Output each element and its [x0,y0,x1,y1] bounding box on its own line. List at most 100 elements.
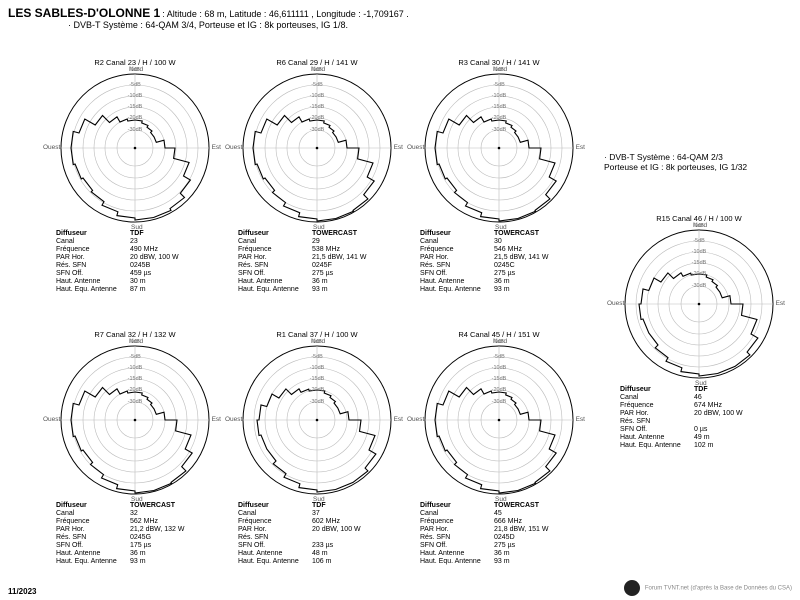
right-header-l1: · DVB-T Système : 64-QAM 2/3 [604,152,747,162]
info-key: Haut. Equ. Antenne [56,286,130,294]
dir-west: Ouest [225,416,242,423]
info-key: Rés. SFN [620,418,694,426]
info-row: Rés. SFN 0245G [56,534,220,542]
db-ring-label: -30dB [689,283,709,289]
db-ring-label: -5dB [307,354,327,360]
info-key: Fréquence [420,518,494,526]
info-val: 49 m [694,434,710,442]
info-row: PAR Hor. 21,5 dBW, 141 W [420,254,584,262]
info-key: Haut. Antenne [420,278,494,286]
info-key: Rés. SFN [238,534,312,542]
main-subinfo: : Altitude : 68 m, Latitude : 46,611111 … [162,9,409,19]
info-key: Haut. Equ. Antenne [238,286,312,294]
system-line: · DVB-T Système : 64-QAM 3/4, Porteuse e… [68,20,792,30]
info-row: SFN Off. 275 µs [420,542,584,550]
polar-wrap: Nord Est Sud Ouest -5dB-10dB-15dB-20dB-3… [619,224,779,384]
info-key: Diffuseur [238,230,312,238]
db-ring-label: -5dB [125,354,145,360]
polar-chart [237,340,397,500]
info-val: 674 MHz [694,402,722,410]
info-row: Canal 46 [620,394,784,402]
info-row: Fréquence 562 MHz [56,518,220,526]
info-key: SFN Off. [56,270,130,278]
info-row: Haut. Equ. Antenne 93 m [420,286,584,294]
info-row: Canal 32 [56,510,220,518]
info-val: 0245G [130,534,151,542]
info-row: Diffuseur TOWERCAST [420,230,584,238]
info-key: Fréquence [56,246,130,254]
db-ring-label: -30dB [307,127,327,133]
info-key: Haut. Antenne [238,550,312,558]
info-val: 275 µs [494,542,515,550]
credit-line: Forum TVNT.net (d'après la Base de Donné… [624,580,792,596]
info-key: Rés. SFN [238,262,312,270]
info-val: TDF [694,386,708,394]
polar-wrap: Nord Est Sud Ouest -5dB-10dB-15dB-20dB-3… [55,340,215,500]
info-val: 48 m [312,550,328,558]
antenna-panel: R1 Canal 37 / H / 100 W Nord Est Sud Oue… [232,330,402,566]
info-key: Haut. Antenne [620,434,694,442]
db-ring-label: 0dB [307,339,327,345]
info-row: Canal 37 [238,510,402,518]
info-row: Fréquence 490 MHz [56,246,220,254]
info-row: Rés. SFN 0245B [56,262,220,270]
dir-east: Est [212,416,221,423]
info-row: Haut. Equ. Antenne 87 m [56,286,220,294]
polar-wrap: Nord Est Sud Ouest -5dB-10dB-15dB-20dB-3… [55,68,215,228]
dir-south: Sud [313,224,325,231]
db-ring-label: -15dB [125,376,145,382]
info-key: PAR Hor. [420,254,494,262]
info-val: 93 m [494,558,510,566]
info-key: Fréquence [238,518,312,526]
info-val: 20 dBW, 100 W [130,254,179,262]
info-val: 562 MHz [130,518,158,526]
info-row: Haut. Equ. Antenne 102 m [620,442,784,450]
info-key: Canal [420,510,494,518]
db-ring-label: -30dB [489,399,509,405]
info-val: 20 dBW, 100 W [312,526,361,534]
info-val: 0245B [130,262,150,270]
info-row: PAR Hor. 20 dBW, 100 W [56,254,220,262]
db-ring-label: -5dB [489,354,509,360]
info-val: 21,5 dBW, 141 W [494,254,548,262]
info-val: 21,2 dBW, 132 W [130,526,184,534]
info-val: TOWERCAST [130,502,175,510]
info-row: Haut. Antenne 36 m [420,550,584,558]
info-row: SFN Off. 459 µs [56,270,220,278]
polar-wrap: Nord Est Sud Ouest -5dB-10dB-15dB-20dB-3… [237,340,397,500]
polar-chart [419,68,579,228]
db-ring-label: 0dB [489,67,509,73]
db-ring-label: -30dB [125,399,145,405]
info-row: Canal 23 [56,238,220,246]
polar-chart [237,68,397,228]
info-key: SFN Off. [420,542,494,550]
info-val: TDF [130,230,144,238]
info-key: SFN Off. [56,542,130,550]
info-val: TOWERCAST [494,502,539,510]
info-row: Rés. SFN 0245D [420,534,584,542]
info-val: 0245F [312,262,332,270]
right-system-header: · DVB-T Système : 64-QAM 2/3 Porteuse et… [604,152,747,172]
info-val: 93 m [494,286,510,294]
antenna-panel: R3 Canal 30 / H / 141 W Nord Est Sud Oue… [414,58,584,294]
info-key: Canal [56,238,130,246]
info-val: 36 m [312,278,328,286]
info-val: TOWERCAST [312,230,357,238]
info-val: 93 m [130,558,146,566]
info-row: Diffuseur TDF [620,386,784,394]
info-key: Canal [238,238,312,246]
dir-south: Sud [495,496,507,503]
info-key: Haut. Equ. Antenne [238,558,312,566]
antenna-panel: R6 Canal 29 / H / 141 W Nord Est Sud Oue… [232,58,402,294]
info-val: 459 µs [130,270,151,278]
db-ring-label: -15dB [489,104,509,110]
info-row: Haut. Antenne 36 m [420,278,584,286]
db-ring-label: -20dB [307,387,327,393]
info-row: Diffuseur TOWERCAST [420,502,584,510]
dir-west: Ouest [43,416,60,423]
info-row: Diffuseur TOWERCAST [238,230,402,238]
info-key: PAR Hor. [56,254,130,262]
info-row: Rés. SFN 0245F [238,262,402,270]
panel-info: Diffuseur TOWERCAST Canal 30 Fréquence 5… [414,230,584,294]
info-key: SFN Off. [620,426,694,434]
